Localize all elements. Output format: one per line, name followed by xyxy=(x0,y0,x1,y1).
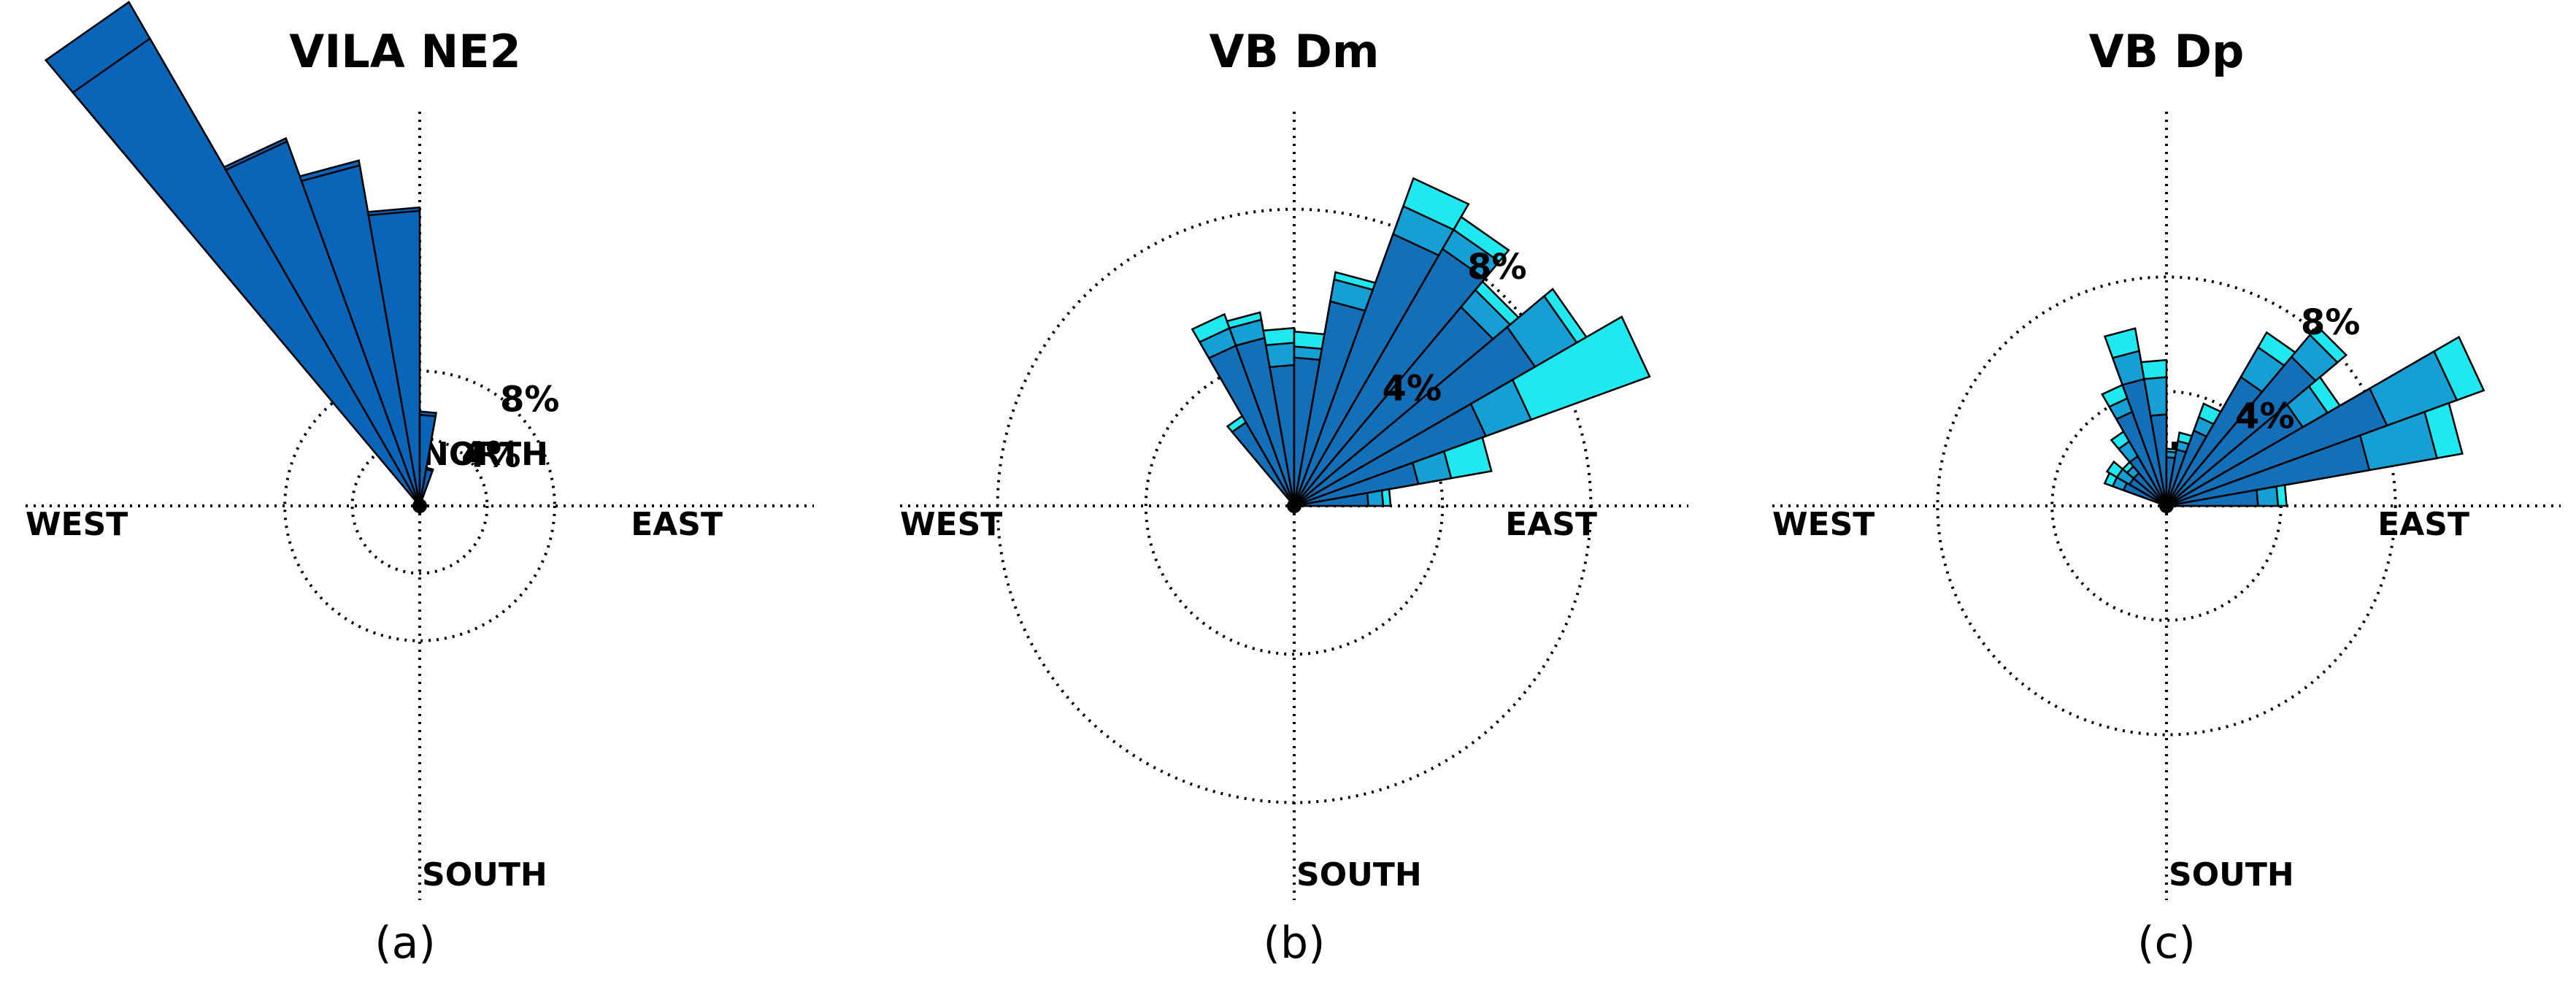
panel-b-ring-label-4: 4% xyxy=(1383,369,1442,410)
panel-c-ring-8 xyxy=(1936,275,2397,737)
panel-c-title: VB Dp xyxy=(2089,25,2245,78)
panel-b-ring-label-8: 8% xyxy=(1467,247,1527,288)
panel-a-center xyxy=(412,499,427,513)
panel-a-label-south: SOUTH xyxy=(422,856,547,894)
panel-a-petal-15-level-1 xyxy=(418,468,434,507)
panel-a-ring-label-8: 8% xyxy=(500,380,560,420)
panel-c-center xyxy=(2159,499,2174,513)
panel-c-caption: (c) xyxy=(2137,918,2196,969)
panel-c-ring-label-8: 8% xyxy=(2301,302,2361,343)
panel-a-label-north: NORTH xyxy=(422,436,548,473)
panel-a-label-east: EAST xyxy=(631,506,723,543)
panel-c-label-west: WEST xyxy=(1772,506,1875,543)
panel-b-caption: (b) xyxy=(1264,918,1326,969)
panel-b-petal-85-level-1 xyxy=(1293,491,1369,507)
panel-a-ring-4 xyxy=(350,437,489,575)
panel-b-label-west: WEST xyxy=(900,506,1002,543)
panel-a-caption: (a) xyxy=(374,918,436,969)
panel-a-ring-label-4: 4% xyxy=(461,434,521,475)
panel-a-label-west: WEST xyxy=(26,506,128,543)
panel-c-label-south: SOUTH xyxy=(2169,856,2294,894)
panel-a-title: VILA NE2 xyxy=(289,25,521,78)
panel-b-label-east: EAST xyxy=(1505,506,1597,543)
panel-b-center xyxy=(1287,499,1302,513)
rose-panel-a: NORTH SOUTH EAST WEST 4% 8% VILA NE2 (a) xyxy=(26,0,814,969)
panel-c-petal-85-level-1 xyxy=(2166,488,2259,507)
panel-b-title: VB Dm xyxy=(1210,25,1380,78)
panel-b-label-south: SOUTH xyxy=(1296,856,1422,894)
panel-c-label-east: EAST xyxy=(2377,506,2469,543)
panel-c-ring-label-4: 4% xyxy=(2235,396,2295,437)
panel-a-petal-355-level-1 xyxy=(367,210,421,507)
